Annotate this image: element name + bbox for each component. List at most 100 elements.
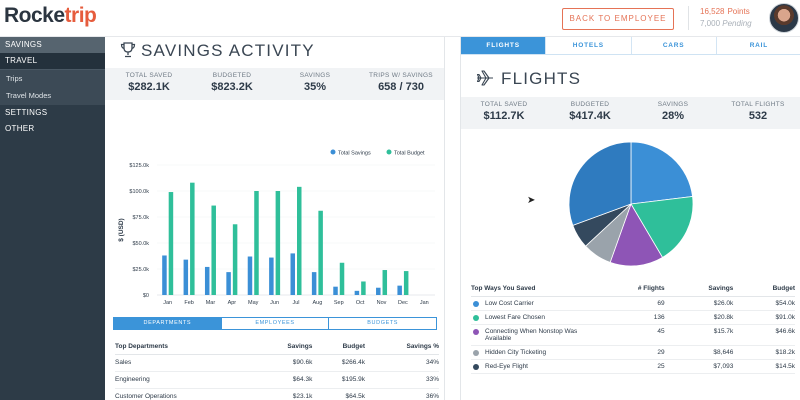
col-top-ways[interactable]: Top Ways You Saved — [471, 281, 591, 297]
way-label-cell: Low Cost Carrier — [471, 296, 591, 311]
stat-flights-budgeted: BUDGETED $417.4K — [569, 101, 611, 122]
bar-total-savings[interactable] — [333, 286, 338, 295]
savings-activity-panel: SAVINGS ACTIVITY TOTAL SAVED $282.1K BUDG… — [105, 37, 445, 400]
back-to-employee-button[interactable]: BACK TO EMPLOYEE — [562, 8, 674, 30]
tab-departments[interactable]: DEPARTMENTS — [114, 318, 222, 329]
bar-total-savings[interactable] — [269, 257, 274, 295]
table-row[interactable]: Sales $90.6k $266.4k 34% — [115, 354, 439, 372]
top-ways-saved-table: Top Ways You Saved # Flights Savings Bud… — [471, 281, 795, 374]
bar-total-savings[interactable] — [397, 285, 402, 295]
bar-total-budget[interactable] — [339, 262, 345, 295]
x-tick-label: Feb — [184, 300, 193, 306]
col-top-departments[interactable]: Top Departments — [115, 340, 256, 355]
tab-flights[interactable]: FLIGHTS — [461, 37, 547, 54]
table-row[interactable]: Hidden City Ticketing 29 $8,646 $18.2k — [471, 345, 795, 360]
legend-label[interactable]: Total Savings — [338, 151, 371, 157]
bar-total-savings[interactable] — [183, 259, 189, 295]
bar-total-budget[interactable] — [254, 191, 259, 295]
col-ways-savings[interactable]: Savings — [664, 281, 734, 297]
pie-slice[interactable] — [630, 141, 693, 205]
bar-total-savings[interactable] — [247, 256, 253, 295]
table-row[interactable]: Low Cost Carrier 69 $26.0k $54.0k — [471, 296, 795, 311]
col-budget[interactable]: Budget — [312, 340, 365, 355]
bar-total-savings[interactable] — [226, 272, 231, 295]
pie-slice[interactable] — [568, 141, 632, 226]
bar-total-budget[interactable] — [403, 271, 409, 295]
points-label: Points — [727, 7, 750, 16]
cell-savings: $8,646 — [664, 345, 734, 360]
bar-total-savings[interactable] — [311, 272, 317, 295]
user-avatar[interactable] — [769, 3, 799, 33]
cell: $23.1k — [255, 388, 313, 400]
sidebar-item-travel-modes[interactable]: Travel Modes — [0, 87, 105, 105]
table-row[interactable]: Lowest Fare Chosen 136 $20.8k $91.0k — [471, 310, 795, 325]
legend-dot — [330, 149, 336, 155]
cell-flights: 136 — [591, 310, 665, 325]
way-label-cell: Lowest Fare Chosen — [471, 310, 591, 325]
legend-dot — [473, 314, 479, 321]
table-row[interactable]: Engineering $64.3k $195.9k 33% — [115, 371, 439, 389]
sidebar-item-trips[interactable]: Trips — [0, 69, 105, 87]
sidebar-item-savings[interactable]: SAVINGS — [0, 37, 105, 53]
pie-slice[interactable] — [609, 203, 664, 267]
pending-label: Pending — [722, 19, 752, 28]
y-tick-label: $50.0k — [132, 241, 149, 247]
tab-budgets[interactable]: BUDGETS — [367, 320, 399, 326]
y-tick-label: $0 — [143, 293, 149, 299]
cell-flights: 45 — [591, 324, 665, 346]
trophy-icon — [120, 42, 136, 58]
cell-budget: $54.0k — [733, 296, 795, 311]
flights-header: FLIGHTS — [475, 69, 581, 89]
bar-total-savings[interactable] — [162, 255, 167, 295]
points-display: 16,528 Points — [700, 7, 750, 16]
cell-flights: 29 — [591, 345, 665, 360]
legend-dot — [473, 328, 479, 335]
points-value: 16,528 — [700, 7, 725, 16]
cell: 36% — [364, 388, 439, 400]
way-label: Red-Eye Flight — [485, 362, 528, 370]
cell-savings: $15.7k — [664, 324, 734, 346]
sidebar-item-other[interactable]: OTHER — [5, 124, 35, 133]
bar-total-budget[interactable] — [232, 224, 238, 295]
cell: $90.6k — [255, 354, 313, 372]
bar-total-budget[interactable] — [297, 186, 302, 295]
legend-label[interactable]: Total Budget — [394, 151, 425, 157]
y-tick-label: $100.0k — [129, 189, 149, 195]
flights-panel: FLIGHTS HOTELS CARS RAIL FLIGHTS TOTAL S… — [460, 37, 800, 400]
legend-dot — [473, 363, 479, 370]
savings-table-tabs: DEPARTMENTS EMPLOYEES BUDGETS — [113, 317, 437, 330]
table-row[interactable]: Red-Eye Flight 25 $7,093 $14.5k — [471, 359, 795, 374]
bar-total-budget[interactable] — [168, 192, 174, 295]
col-savings[interactable]: Savings — [255, 340, 313, 355]
bar-total-budget[interactable] — [190, 182, 195, 295]
tab-cars[interactable]: CARS — [632, 37, 717, 54]
mouse-cursor-icon: ➤ — [527, 195, 536, 206]
table-row[interactable]: Customer Operations $23.1k $64.5k 36% — [115, 388, 439, 400]
bar-total-savings[interactable] — [354, 290, 360, 295]
pending-value: 7,000 — [700, 19, 721, 28]
bar-total-budget[interactable] — [275, 191, 281, 295]
col-savings-pct[interactable]: Savings % — [364, 340, 439, 355]
bar-total-budget[interactable] — [382, 270, 388, 295]
cell: $64.3k — [255, 371, 313, 389]
rocketrip-logo[interactable]: Rocketrip — [4, 4, 97, 28]
cell-savings: $26.0k — [664, 296, 734, 311]
logo-main-text: Rocke — [4, 4, 65, 27]
bar-total-savings[interactable] — [290, 253, 296, 295]
tab-employees[interactable]: EMPLOYEES — [222, 318, 330, 329]
x-tick-label: Mar — [206, 300, 216, 306]
pie-slice[interactable] — [630, 196, 694, 258]
col-flights[interactable]: # Flights — [591, 281, 665, 297]
bar-total-budget[interactable] — [318, 210, 323, 295]
bar-total-budget[interactable] — [211, 205, 216, 295]
tab-rail[interactable]: RAIL — [749, 42, 769, 49]
bar-total-savings[interactable] — [376, 287, 381, 295]
tab-hotels[interactable]: HOTELS — [546, 37, 632, 54]
bar-total-budget[interactable] — [361, 281, 366, 295]
sidebar-item-settings[interactable]: SETTINGS — [5, 108, 48, 117]
sidebar-item-travel[interactable]: TRAVEL — [0, 53, 105, 69]
bar-total-savings[interactable] — [204, 266, 210, 295]
table-row[interactable]: Connecting When Nonstop Was Available 45 $… — [471, 324, 795, 346]
col-ways-budget[interactable]: Budget — [733, 281, 795, 297]
x-tick-label: May — [248, 300, 259, 306]
